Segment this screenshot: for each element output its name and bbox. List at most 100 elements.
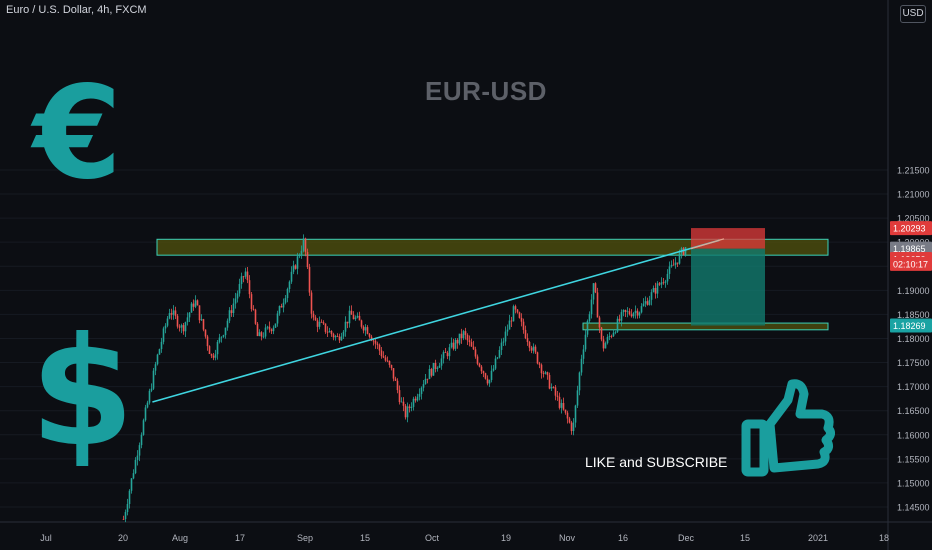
y-tick-label: 1.15500 <box>897 454 930 464</box>
candle-body <box>152 370 155 389</box>
take-profit-box <box>691 248 765 326</box>
x-tick-label: 17 <box>235 533 245 543</box>
candle-body <box>588 314 591 321</box>
candle-body <box>608 336 611 337</box>
candle-body <box>130 478 133 491</box>
candle-body <box>604 343 607 349</box>
candle-body <box>296 256 299 269</box>
candle-body <box>162 328 165 342</box>
candle-body <box>626 311 629 313</box>
currency-button[interactable]: USD <box>900 5 926 23</box>
candle-body <box>470 342 473 347</box>
dollar-icon: $ <box>30 306 135 480</box>
candle-body <box>192 303 195 307</box>
x-tick-label: Nov <box>559 533 576 543</box>
candle-body <box>580 358 583 373</box>
candle-body <box>218 337 221 342</box>
candle-body <box>630 314 633 317</box>
candle-body <box>298 255 301 257</box>
candle-body <box>134 459 137 474</box>
candle-body <box>410 406 413 408</box>
x-tick-label: Dec <box>678 533 695 543</box>
thumbs-up-icon <box>741 379 835 477</box>
candle-body <box>566 412 569 419</box>
candle-body <box>450 342 453 348</box>
candle-body <box>344 321 347 332</box>
candle-body <box>432 363 435 376</box>
candle-body <box>236 293 239 299</box>
candle-body <box>390 364 393 369</box>
candle-body <box>346 321 349 324</box>
candle-body <box>536 352 539 364</box>
candle-body <box>190 303 193 313</box>
candle-body <box>416 396 419 401</box>
candle-body <box>562 402 565 410</box>
y-tick-label: 1.15000 <box>897 478 930 488</box>
price-label-text: 1.20293 <box>893 224 926 234</box>
candle-body <box>554 387 557 396</box>
candle-body <box>198 305 201 321</box>
candle-body <box>568 418 571 423</box>
candle-body <box>478 363 481 367</box>
candle-body <box>310 292 313 314</box>
x-tick-label: 2021 <box>808 533 828 543</box>
candle-body <box>632 313 635 317</box>
candle-body <box>666 273 669 282</box>
candle-body <box>424 378 427 385</box>
candle-body <box>308 267 311 293</box>
candle-body <box>612 332 615 337</box>
y-tick-label: 1.17000 <box>897 382 930 392</box>
candle-body <box>586 320 589 335</box>
candle-body <box>266 326 269 328</box>
candle-body <box>376 343 379 345</box>
candle-body <box>270 329 273 332</box>
candle-body <box>142 420 145 435</box>
candle-body <box>294 265 297 269</box>
pair-label: EUR-USD <box>425 76 547 106</box>
candle-body <box>128 490 131 505</box>
candle-body <box>476 356 479 364</box>
candle-body <box>670 264 673 267</box>
candle-body <box>220 336 223 338</box>
candle-body <box>258 332 261 337</box>
candle-body <box>322 322 325 324</box>
x-tick-label: Aug <box>172 533 188 543</box>
resistance-zone <box>156 238 829 256</box>
candle-body <box>490 370 493 380</box>
candle-body <box>440 358 443 366</box>
price-label-text: 1.19865 <box>893 244 926 254</box>
candle-body <box>606 336 609 344</box>
candle-body <box>600 327 603 340</box>
candle-body <box>254 309 257 324</box>
candle-body <box>316 320 319 327</box>
candle-body <box>506 329 509 332</box>
candle-body <box>526 338 529 342</box>
like-subscribe-text: LIKE and SUBSCRIBE <box>585 454 728 470</box>
candle-body <box>240 276 243 284</box>
candle-body <box>154 364 157 371</box>
candle-body <box>356 315 359 318</box>
candle-body <box>464 331 467 335</box>
candle-body <box>244 271 247 277</box>
candle-body <box>188 312 191 318</box>
candle-body <box>306 252 309 268</box>
candle-body <box>494 358 497 369</box>
candle-body <box>406 406 409 418</box>
candle-body <box>150 388 153 391</box>
candle-body <box>328 330 331 333</box>
candle-body <box>156 354 159 365</box>
candle-body <box>278 306 281 314</box>
candle-body <box>488 379 491 384</box>
candle-body <box>176 315 179 327</box>
candle-body <box>384 357 387 361</box>
candle-body <box>498 349 501 358</box>
price-label-box <box>890 318 932 333</box>
candle-body <box>228 310 231 321</box>
candle-body <box>340 336 343 341</box>
candle-body <box>392 368 395 379</box>
candle-body <box>658 283 661 285</box>
candle-body <box>448 347 451 357</box>
candle-body <box>132 473 135 479</box>
candle-body <box>284 298 287 303</box>
